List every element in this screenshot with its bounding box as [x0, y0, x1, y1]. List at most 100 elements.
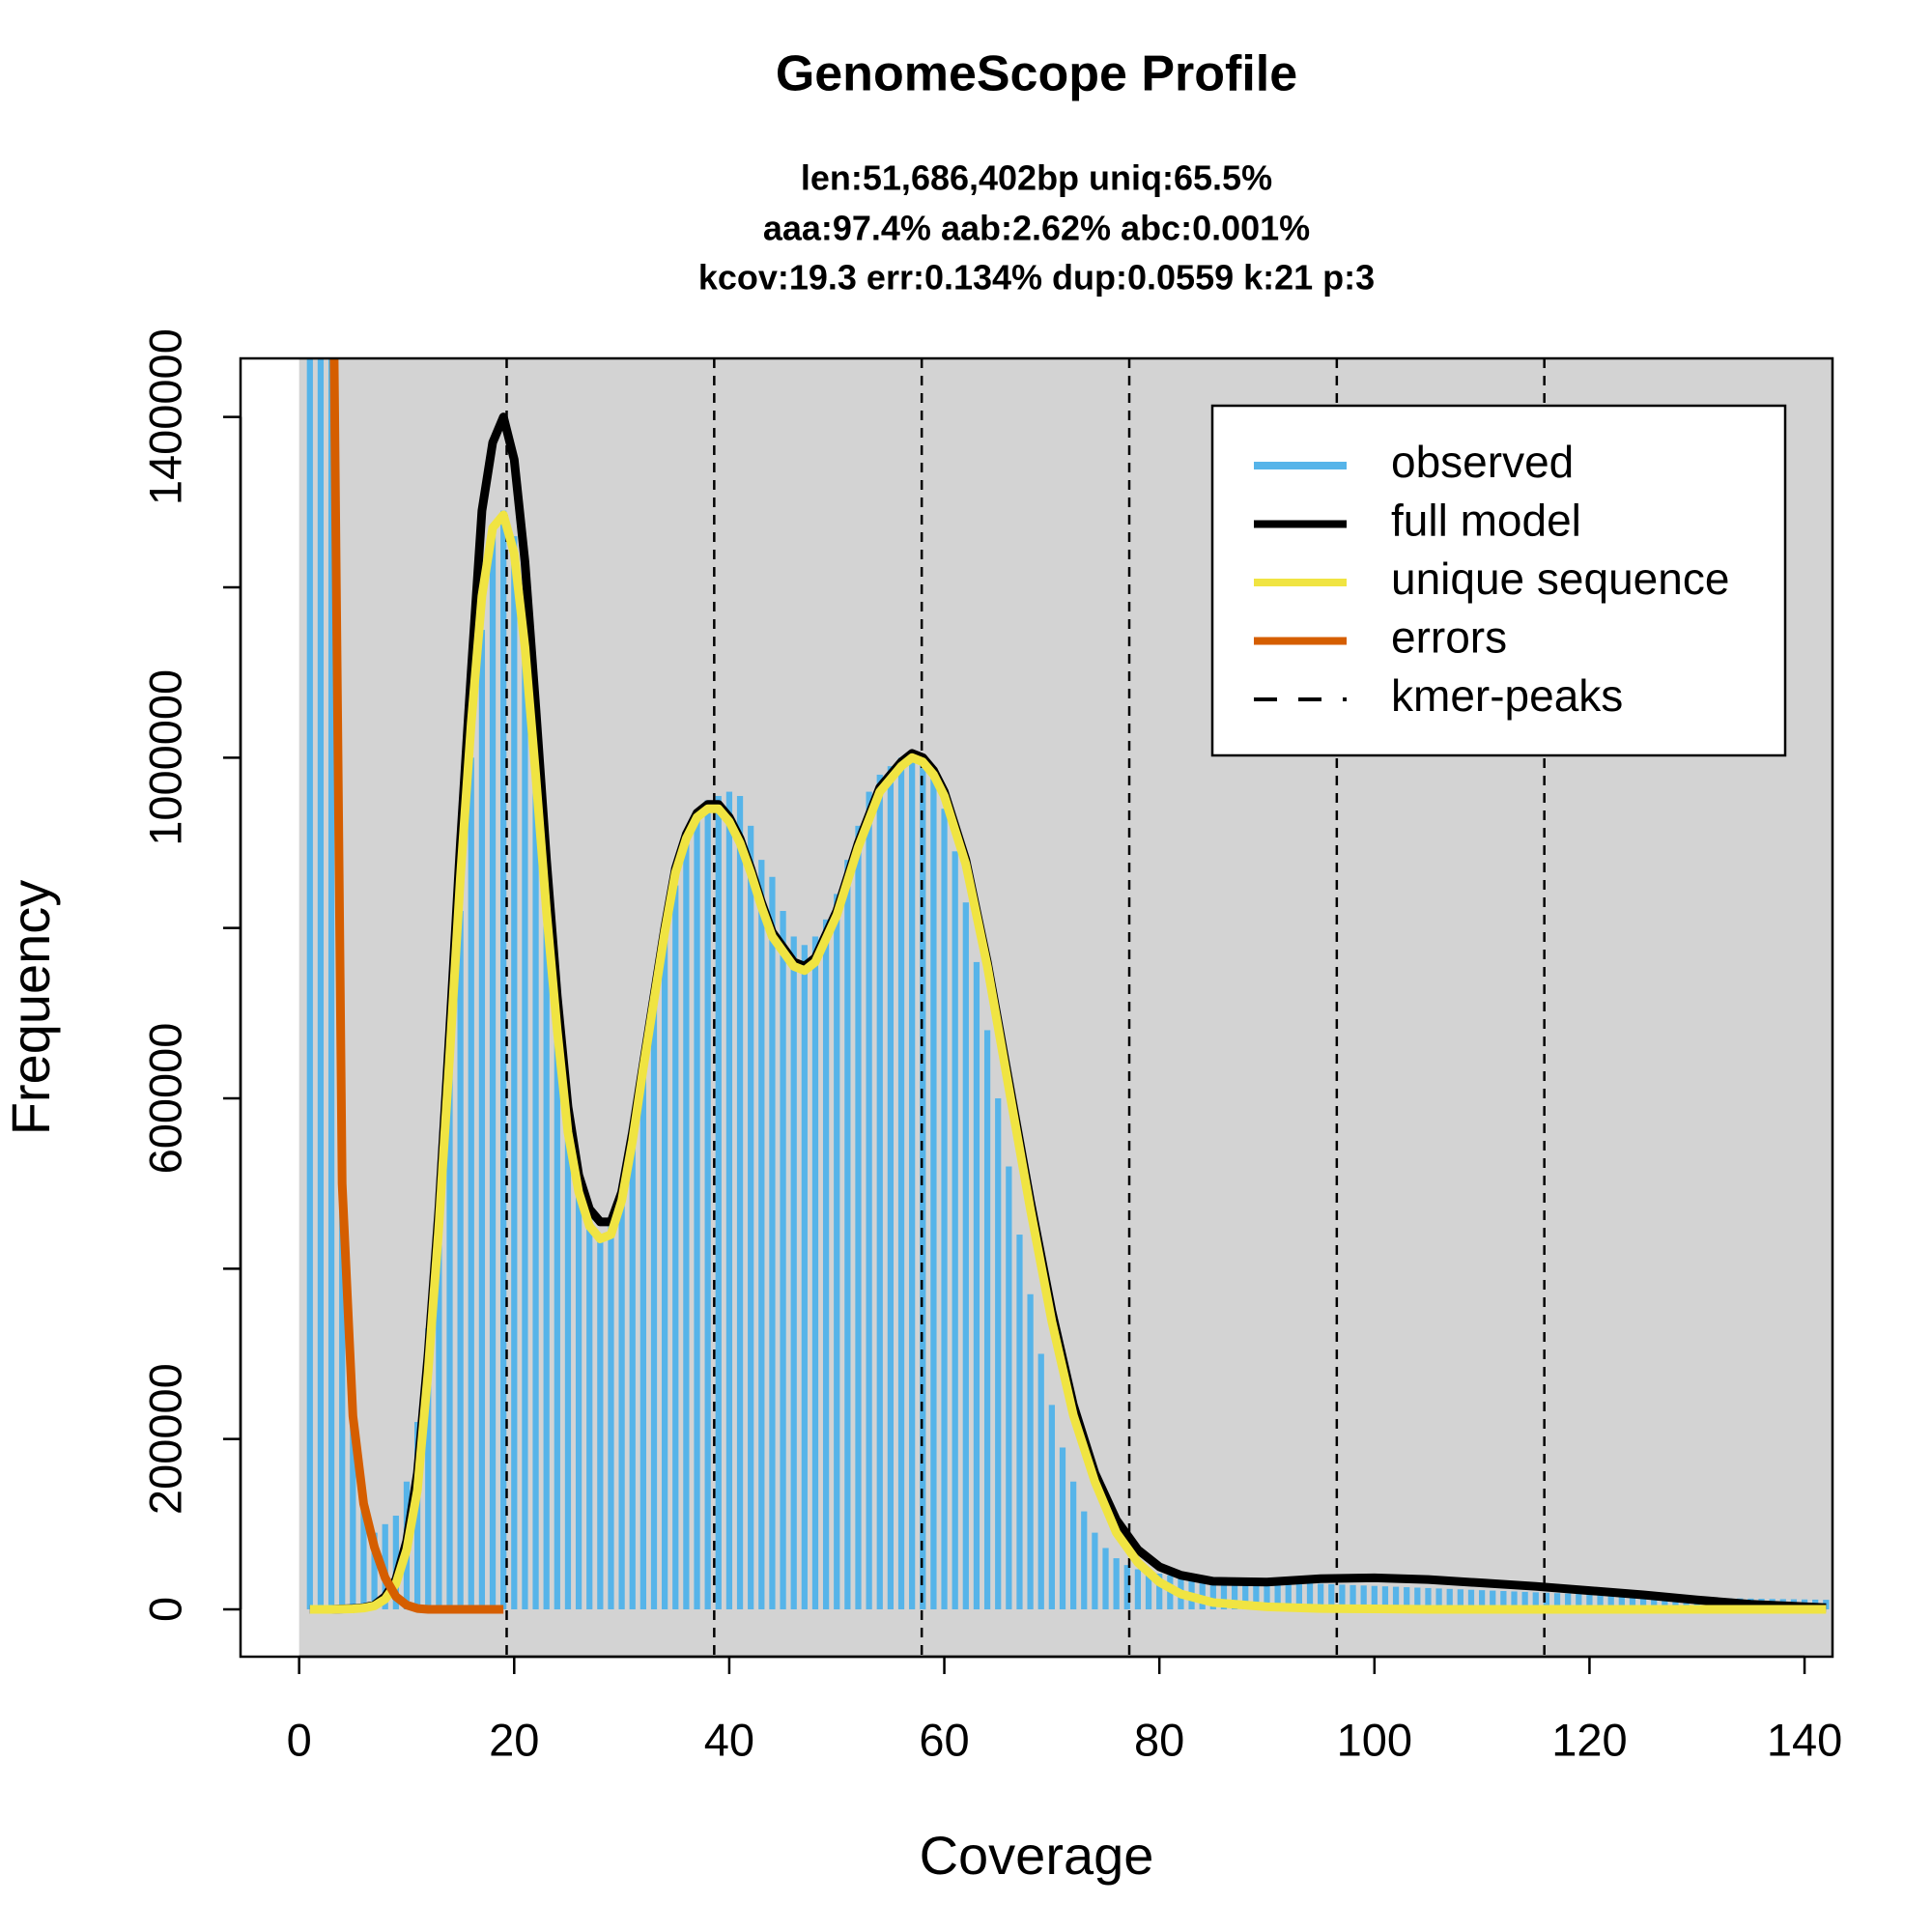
bar — [564, 1106, 572, 1609]
bar — [662, 936, 668, 1609]
bar — [962, 902, 969, 1609]
bar — [1467, 1589, 1475, 1609]
bar — [597, 1235, 604, 1609]
legend-label: full model — [1391, 496, 1581, 546]
bar — [1081, 1511, 1088, 1609]
bar — [909, 757, 916, 1609]
bar — [1629, 1596, 1636, 1609]
bar — [1274, 1581, 1281, 1609]
bar — [339, 1183, 346, 1609]
bar — [822, 919, 830, 1609]
bar — [725, 791, 733, 1609]
bar — [511, 536, 518, 1609]
line — [309, 510, 1827, 1614]
bar — [371, 1532, 378, 1609]
subtitle: kcov:19.3 err:0.134% dup:0.0559 k:21 p:3 — [698, 258, 1375, 298]
bar — [327, 358, 335, 1609]
legend-label: observed — [1391, 437, 1574, 487]
bar — [683, 842, 690, 1609]
bar — [425, 1328, 432, 1609]
bar — [1339, 1584, 1346, 1609]
bar — [1618, 1595, 1625, 1609]
bar — [1414, 1587, 1421, 1609]
bar — [973, 961, 980, 1609]
bar — [758, 860, 765, 1609]
bar — [1457, 1589, 1463, 1609]
x-tick-label: 40 — [704, 1714, 754, 1765]
bar — [1607, 1595, 1614, 1609]
bar — [694, 817, 700, 1609]
bar — [1500, 1591, 1507, 1609]
bar — [897, 757, 905, 1609]
bar — [1318, 1583, 1324, 1609]
bar — [1328, 1583, 1335, 1609]
legend-label: errors — [1391, 612, 1507, 663]
bar — [608, 1226, 614, 1609]
x-tick-label: 0 — [287, 1714, 312, 1765]
bar — [478, 630, 486, 1609]
bar — [446, 1064, 453, 1609]
bar — [360, 1498, 367, 1609]
bar — [650, 1005, 658, 1609]
axes: 0 20 40 60 80 100 120 140 0 200000 600000 1000000 14… — [139, 328, 1842, 1765]
bar — [1264, 1581, 1270, 1609]
bar — [1199, 1578, 1206, 1609]
bar — [618, 1191, 625, 1609]
bar — [1639, 1596, 1647, 1609]
bar — [1059, 1447, 1066, 1609]
bar — [392, 1515, 399, 1609]
bar — [586, 1217, 593, 1609]
bar — [350, 1422, 356, 1609]
bar — [1553, 1593, 1561, 1609]
bar — [489, 536, 497, 1609]
bar — [1123, 1565, 1130, 1609]
bar — [522, 630, 528, 1609]
bar — [930, 779, 937, 1609]
bar — [1586, 1594, 1593, 1609]
bar — [1113, 1558, 1120, 1609]
bar — [801, 945, 808, 1609]
bar — [317, 358, 325, 1609]
bar — [1392, 1586, 1400, 1609]
bar — [1404, 1587, 1410, 1609]
bar — [1220, 1579, 1228, 1609]
bar — [704, 800, 711, 1609]
bar — [834, 894, 840, 1609]
bar — [920, 761, 926, 1609]
bar — [500, 510, 507, 1609]
legend-label: unique sequence — [1391, 554, 1729, 604]
bar — [887, 766, 895, 1609]
x-tick-label: 140 — [1767, 1714, 1842, 1765]
bar — [1543, 1592, 1550, 1609]
bar — [1092, 1532, 1098, 1609]
bar — [457, 911, 464, 1609]
bar — [876, 774, 883, 1609]
y-tick-label: 1000000 — [139, 669, 190, 846]
bar — [1576, 1594, 1582, 1609]
x-axis-label: Coverage — [920, 1825, 1154, 1886]
y-tick-label: 200000 — [139, 1363, 190, 1515]
bar — [855, 825, 862, 1609]
bar — [1285, 1582, 1292, 1609]
bar — [1565, 1593, 1572, 1609]
bar — [748, 825, 754, 1609]
bar — [1242, 1580, 1249, 1609]
bar — [780, 911, 786, 1609]
bar — [1048, 1405, 1055, 1609]
bar — [715, 795, 722, 1609]
x-tick-label: 60 — [919, 1714, 969, 1765]
bar — [1006, 1166, 1012, 1609]
x-tick-label: 120 — [1551, 1714, 1627, 1765]
bar — [1027, 1293, 1034, 1609]
bar — [1070, 1481, 1077, 1609]
subtitle: aaa:97.4% aab:2.62% abc:0.001% — [763, 209, 1310, 248]
x-tick-label: 100 — [1337, 1714, 1412, 1765]
chart-title: GenomeScope Profile — [776, 46, 1297, 102]
bar — [413, 1422, 421, 1609]
bar — [952, 851, 958, 1609]
bar — [995, 1097, 1002, 1609]
bar — [306, 358, 313, 1609]
y-tick-label: 0 — [139, 1597, 190, 1622]
bar — [1425, 1587, 1432, 1609]
